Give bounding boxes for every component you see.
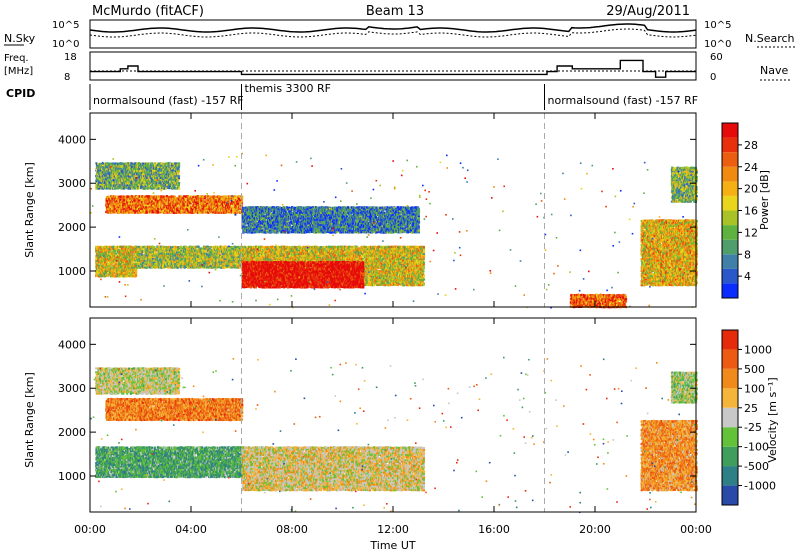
cpid-label: CPID <box>6 87 35 100</box>
cpid-segment-name: normalsound (fast) -157 RF <box>93 94 244 107</box>
nave-tick-bottom: 0 <box>710 72 716 83</box>
nsky-tick-bottom: 10^0 <box>52 39 79 50</box>
freq-panel-frame <box>90 52 696 80</box>
data-cell <box>135 272 137 274</box>
radar-title: McMurdo (fitACF) <box>92 4 204 19</box>
freq-label-line1: Freq. <box>4 53 29 64</box>
nsearch-tick-bottom: 10^0 <box>704 39 731 50</box>
nsearch-tick-top: 10^5 <box>704 20 731 31</box>
nsky-tick-top: 10^5 <box>52 20 79 31</box>
radar-summary-plot: McMurdo (fitACF) Beam 13 29/Aug/2011 N.S… <box>0 0 800 554</box>
freq-step-line <box>90 60 696 77</box>
nsky-series <box>90 24 696 37</box>
nave-tick-top: 60 <box>710 52 723 63</box>
date-label: 29/Aug/2011 <box>606 4 690 19</box>
freq-tick-top: 18 <box>64 52 77 63</box>
freq-series <box>90 60 696 77</box>
nsearch-label: N.Search <box>745 32 795 45</box>
nsky-label: N.Sky <box>4 32 36 45</box>
cpid-segment-name: normalsound (fast) -157 RF <box>548 94 699 107</box>
freq-label-line2: [MHz] <box>4 66 33 77</box>
beam-label: Beam 13 <box>366 4 424 19</box>
nave-label: Nave <box>760 64 788 77</box>
cpid-segment-name: themis 3300 RF <box>245 82 332 95</box>
freq-tick-bottom: 8 <box>64 72 70 83</box>
